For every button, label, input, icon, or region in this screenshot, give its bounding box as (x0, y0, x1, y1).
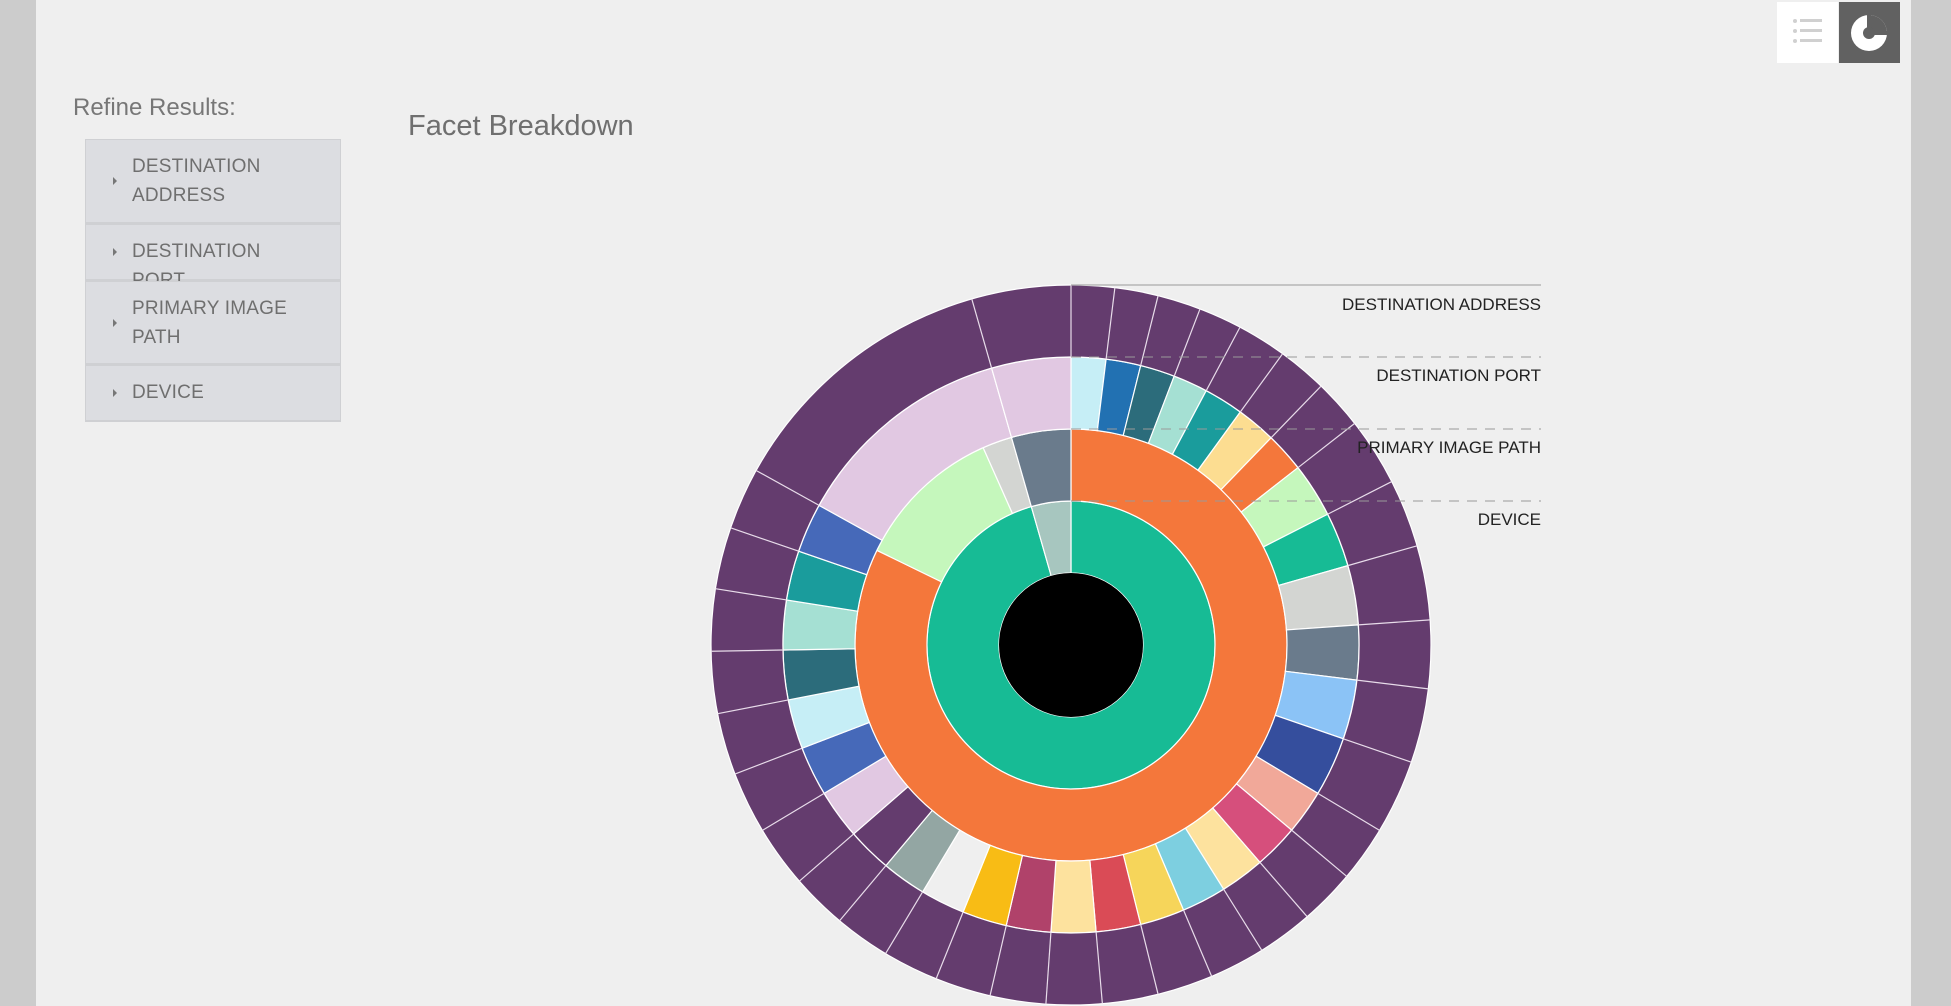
outer-ring-divider (1045, 932, 1052, 1005)
refine-results-title: Refine Results: (73, 94, 236, 121)
facet-label: DESTINATION ADDRESS (132, 156, 261, 206)
caret-right-icon (113, 248, 117, 256)
outer-ring-divider (1140, 924, 1159, 995)
facet-device[interactable]: DEVICE (85, 365, 341, 422)
sunburst-segment-destination-address-0[interactable] (710, 284, 1432, 1006)
page-title: Facet Breakdown (408, 110, 634, 142)
outer-ring-divider (711, 649, 784, 652)
list-view-toggle[interactable] (1777, 2, 1838, 63)
outer-ring-divider (1347, 545, 1418, 567)
outer-ring-divider (1173, 308, 1201, 377)
sunburst-center[interactable] (999, 573, 1143, 717)
outer-ring-divider (1343, 738, 1412, 763)
outer-ring-divider (798, 833, 855, 882)
outer-ring-divider (1182, 909, 1213, 977)
outer-ring-divider (1270, 385, 1322, 439)
caret-right-icon (113, 389, 117, 397)
outer-ring-divider (1095, 931, 1103, 1004)
list-view-icon (1793, 19, 1822, 43)
sunburst-segment-destination-port-19[interactable] (1050, 859, 1097, 934)
facet-destination-address[interactable]: DESTINATION ADDRESS (85, 139, 341, 224)
outer-ring-divider (935, 911, 964, 980)
outer-ring-divider (762, 792, 825, 831)
outer-ring-divider (730, 527, 799, 552)
outer-ring-divider (734, 747, 803, 775)
facet-list: DESTINATION ADDRESS DESTINATION PORT PRI… (85, 139, 341, 422)
outer-ring-divider (1140, 295, 1159, 366)
outer-ring-divider (717, 699, 789, 715)
outer-ring-divider (839, 865, 887, 922)
ring-label-destination-address: DESTINATION ADDRESS (1342, 295, 1541, 314)
outer-ring-divider (1239, 353, 1284, 413)
ring-label-device: DEVICE (1478, 510, 1541, 529)
outer-ring-divider (1297, 422, 1356, 469)
outer-ring-divider (1356, 679, 1429, 690)
outer-ring-divider (755, 469, 820, 506)
sunburst-chart-icon (1851, 15, 1887, 51)
sunburst-segment-destination-port-10[interactable] (1284, 624, 1360, 681)
outer-ring-divider (1205, 326, 1241, 391)
outer-ring-divider (715, 588, 787, 601)
outer-ring-divider (1223, 888, 1263, 951)
outer-ring-divider (1358, 619, 1431, 626)
caret-right-icon (113, 318, 117, 327)
caret-right-icon (113, 177, 117, 185)
outer-ring-divider (1259, 861, 1308, 918)
facet-label: PRIMARY IMAGE PATH (132, 298, 287, 348)
outer-ring-divider (1317, 792, 1380, 831)
ring-label-primary-image-path: PRIMARY IMAGE PATH (1357, 438, 1541, 457)
outer-ring-divider (1105, 287, 1116, 360)
ring-label-destination-port: DESTINATION PORT (1376, 366, 1541, 385)
facet-primary-image-path[interactable]: PRIMARY IMAGE PATH (85, 281, 341, 365)
facet-label: DEVICE (132, 382, 204, 403)
outer-ring-divider (1327, 481, 1393, 515)
outer-ring-divider (989, 925, 1007, 996)
outer-ring-divider (971, 298, 993, 369)
sunburst-view-toggle[interactable] (1839, 2, 1900, 63)
outer-ring-divider (1291, 829, 1348, 877)
outer-ring-divider (885, 891, 924, 954)
